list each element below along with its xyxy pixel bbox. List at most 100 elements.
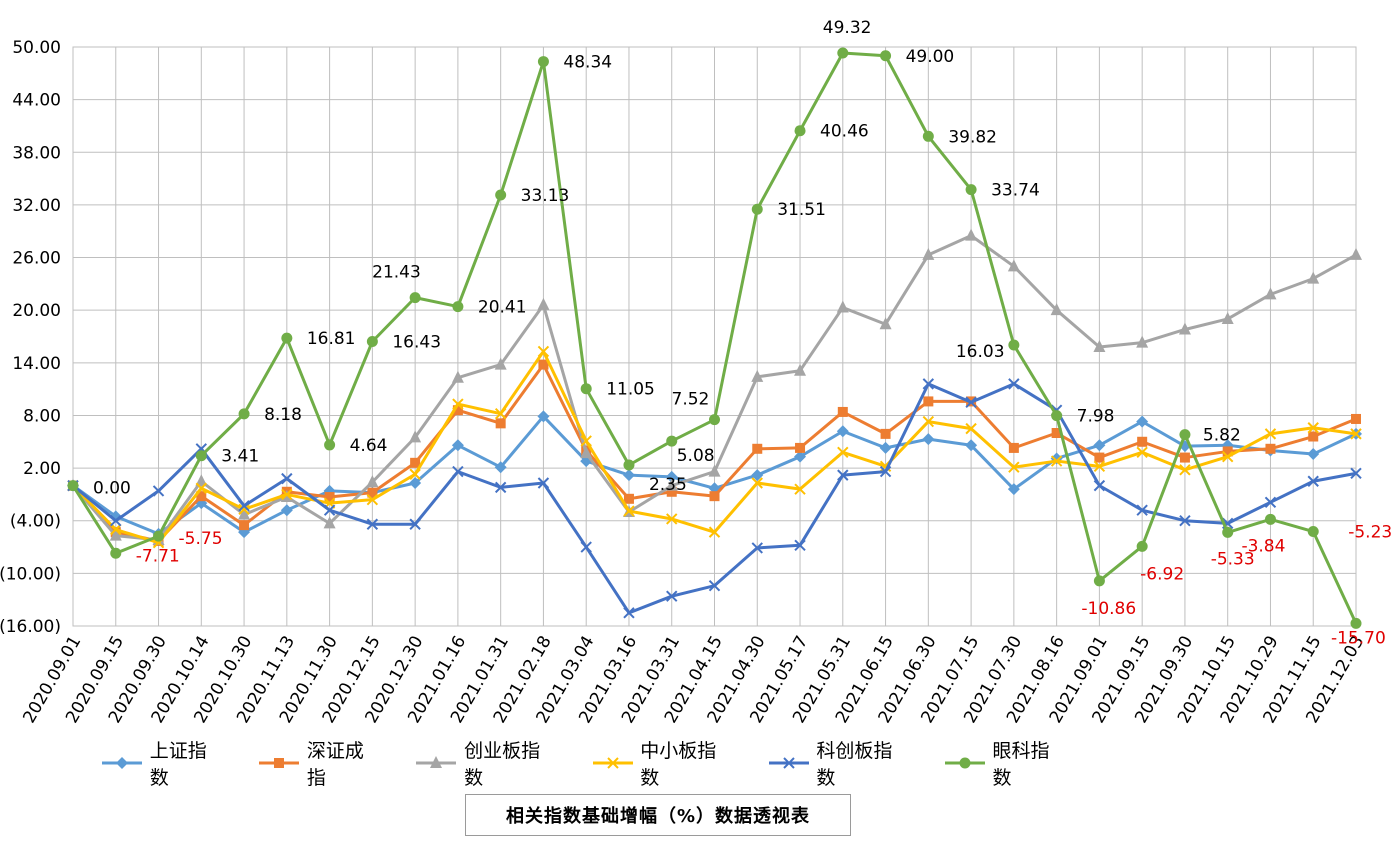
series-4-marker bbox=[922, 378, 935, 390]
series-1-marker bbox=[1222, 446, 1233, 457]
legend-swatch bbox=[416, 756, 457, 768]
data-label: 20.41 bbox=[478, 298, 527, 318]
series-0-marker bbox=[1007, 483, 1020, 496]
y-tick-label: 32.00 bbox=[12, 196, 61, 216]
series-4-marker bbox=[452, 465, 464, 478]
data-label: -6.92 bbox=[1140, 564, 1184, 584]
series-2-marker bbox=[195, 474, 208, 487]
legend-swatch bbox=[102, 757, 142, 769]
series-3-marker bbox=[837, 446, 849, 459]
series-5-marker bbox=[1008, 339, 1020, 351]
series-2-marker bbox=[665, 478, 678, 491]
series-2-marker bbox=[751, 369, 764, 382]
legend-swatch bbox=[259, 758, 300, 768]
series-2-marker bbox=[366, 475, 379, 488]
data-label: -10.86 bbox=[1081, 599, 1136, 619]
legend-item-series-4: 科创板指数 bbox=[767, 736, 911, 790]
series-4-marker bbox=[1307, 475, 1319, 487]
series-1-marker bbox=[239, 520, 250, 531]
data-label: -15.70 bbox=[1331, 628, 1386, 648]
series-0-marker bbox=[1307, 448, 1320, 461]
series-0-marker bbox=[836, 425, 849, 438]
series-5-marker bbox=[153, 530, 165, 542]
series-1-marker bbox=[495, 418, 506, 429]
series-2-marker bbox=[1264, 287, 1277, 300]
series-2-marker bbox=[1221, 311, 1234, 324]
legend-swatch bbox=[768, 757, 809, 769]
data-label: -5.23 bbox=[1348, 523, 1392, 543]
series-5-marker bbox=[1264, 513, 1276, 525]
series-2-marker bbox=[109, 528, 122, 541]
series-3-marker bbox=[751, 477, 763, 489]
series-3-marker bbox=[1350, 428, 1362, 440]
series-1-marker bbox=[666, 486, 677, 497]
series-3-marker bbox=[409, 468, 421, 480]
series-4-marker bbox=[708, 579, 721, 592]
series-3 bbox=[67, 345, 1362, 549]
series-1-marker bbox=[367, 487, 378, 498]
series-3-marker bbox=[1093, 460, 1106, 473]
data-label: 4.64 bbox=[350, 436, 388, 456]
series-1-marker bbox=[1094, 452, 1105, 463]
series-4-marker bbox=[537, 477, 550, 489]
series-0-marker bbox=[922, 433, 935, 446]
series-0-marker bbox=[494, 461, 507, 474]
series-2-marker bbox=[280, 490, 293, 503]
y-tick-label: (16.00) bbox=[0, 617, 61, 637]
series-4-marker bbox=[1264, 496, 1277, 509]
data-label: -5.75 bbox=[179, 529, 223, 549]
series-4-marker bbox=[152, 485, 165, 497]
data-label: -7.71 bbox=[136, 546, 180, 566]
series-0-marker bbox=[879, 441, 892, 454]
data-label: 49.00 bbox=[906, 47, 955, 67]
series-3-marker bbox=[708, 526, 721, 538]
legend-swatch bbox=[592, 757, 633, 769]
data-label: -5.33 bbox=[1211, 549, 1255, 569]
legend: 上证指数 深证成指 创业板指数 中小板指数 科创板指数 眼科指数 bbox=[100, 740, 1100, 789]
data-label: 16.43 bbox=[392, 333, 441, 353]
y-tick-label: 2.00 bbox=[23, 459, 61, 479]
series-4-marker bbox=[1093, 479, 1106, 492]
series-4-marker bbox=[409, 518, 421, 530]
line-chart: 50.00 44.00 38.00 32.00 26.00 20.00 14.00 8.00 2… bbox=[0, 18, 1392, 727]
series-2-marker bbox=[537, 297, 550, 310]
series-5-marker bbox=[794, 125, 806, 137]
data-label: 5.08 bbox=[677, 446, 715, 466]
y-tick-label: 26.00 bbox=[12, 249, 61, 269]
y-tick-label: (4.00) bbox=[10, 512, 61, 532]
series-5-marker bbox=[965, 184, 977, 196]
data-label: -3.84 bbox=[1241, 536, 1285, 556]
series-5-marker bbox=[195, 450, 207, 462]
series-2-marker bbox=[965, 228, 978, 241]
data-label: 5.82 bbox=[1203, 426, 1241, 446]
series-3-marker bbox=[1179, 464, 1191, 476]
data-label: 31.51 bbox=[777, 200, 826, 220]
series-3-marker bbox=[1050, 455, 1063, 467]
series-4-marker bbox=[110, 515, 122, 527]
series-2-marker bbox=[1136, 335, 1149, 348]
data-label: 11.05 bbox=[606, 380, 655, 400]
series-1-marker bbox=[1137, 436, 1148, 447]
series-4-marker bbox=[965, 396, 977, 409]
data-label: 21.43 bbox=[372, 263, 421, 283]
series-2-marker bbox=[1307, 271, 1320, 284]
series-5-marker bbox=[1307, 526, 1319, 538]
series-4-marker bbox=[366, 518, 379, 530]
legend-label: 中小板指数 bbox=[640, 740, 717, 789]
series-3-marker bbox=[494, 407, 507, 420]
series-3-marker bbox=[195, 482, 208, 494]
y-tick-label: 20.00 bbox=[12, 301, 61, 321]
y-tick-label: 14.00 bbox=[12, 354, 61, 374]
series-0-marker bbox=[1093, 439, 1106, 452]
series-4-marker bbox=[837, 469, 849, 481]
legend-marker bbox=[116, 757, 128, 769]
series-5-marker bbox=[580, 383, 592, 395]
y-tick-label: 38.00 bbox=[12, 143, 61, 163]
series-5-marker bbox=[495, 189, 507, 201]
series-1-marker bbox=[1008, 442, 1019, 453]
series-5-marker bbox=[1051, 410, 1063, 422]
series-0-marker bbox=[1136, 415, 1149, 428]
series-4-marker bbox=[494, 481, 507, 494]
series-5-marker bbox=[110, 547, 122, 559]
series-5-marker bbox=[922, 130, 934, 142]
